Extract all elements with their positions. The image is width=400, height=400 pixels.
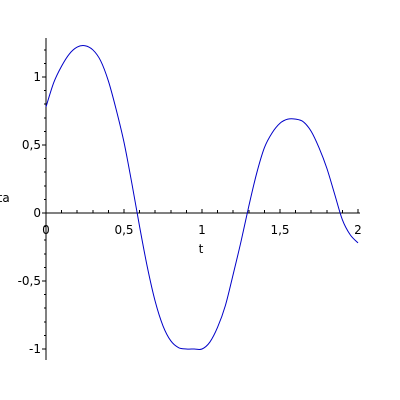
x-tick-label: 1,5 bbox=[270, 223, 289, 237]
tick-labels-layer: 0 0,5 1 1,5 2 1 0,5 0 -0,5 -1 bbox=[18, 70, 362, 356]
x-tick-label: 0,5 bbox=[114, 223, 133, 237]
x-tick-label: 1 bbox=[198, 223, 206, 237]
x-tick-label: 0 bbox=[42, 223, 50, 237]
x-axis-label: t bbox=[199, 242, 204, 256]
y-tick-label: -0,5 bbox=[18, 274, 41, 288]
series-line bbox=[45, 45, 359, 350]
series-layer bbox=[45, 45, 359, 350]
y-axis-label: eta bbox=[0, 191, 10, 205]
y-tick-label: 0,5 bbox=[22, 138, 41, 152]
y-tick-label: 0 bbox=[33, 206, 41, 220]
ticks-layer bbox=[42, 49, 359, 350]
x-tick-label: 2 bbox=[354, 223, 362, 237]
y-tick-label: -1 bbox=[29, 342, 41, 356]
y-tick-label: 1 bbox=[33, 70, 41, 84]
